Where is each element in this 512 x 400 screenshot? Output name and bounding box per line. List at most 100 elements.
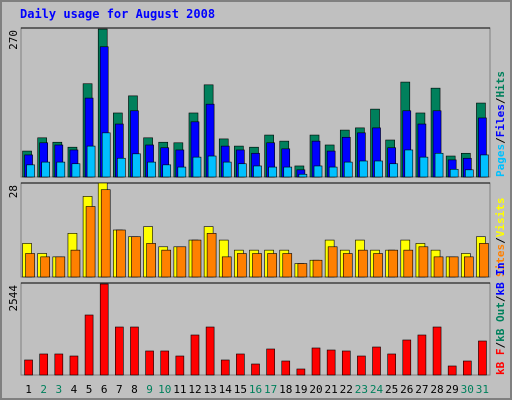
bar [313,165,323,178]
bar [252,253,262,278]
x-tick-label: 13 [203,383,216,396]
bar [357,355,366,376]
legend: Sites/Visits [494,198,507,278]
y-tick-label: 28 [7,185,20,198]
bar [71,163,81,178]
bar [388,249,398,278]
bar [311,347,321,376]
bar [281,360,291,376]
x-tick-label: 24 [370,383,384,396]
x-tick-label: 9 [146,383,153,396]
bar [342,253,353,278]
bar [419,156,429,178]
bar [147,161,156,178]
bar [39,353,48,376]
x-tick-label: 28 [430,383,443,396]
bar [447,365,457,376]
bar [463,360,472,376]
bar [268,166,277,178]
bar [205,326,215,376]
bar [190,334,200,376]
bar [85,206,96,278]
chart-title: Daily usage for August 2008 [20,7,215,21]
legend-entry: Pages [494,144,507,177]
bar [298,173,308,178]
bar [432,326,442,376]
legend-separator: / [494,237,507,244]
bar [99,283,109,376]
bar [478,340,487,376]
bar [296,368,306,376]
x-tick-label: 2 [40,383,47,396]
x-tick-label: 15 [234,383,247,396]
bar [297,263,308,278]
y-tick-label: 2544 [7,285,20,312]
bar [26,164,35,178]
x-tick-label: 10 [158,383,171,396]
bar [69,355,79,376]
bar [327,246,338,278]
bar [220,359,230,376]
bar [54,353,64,376]
bar [282,253,293,278]
bar [402,339,412,376]
bar [162,164,172,178]
bar [359,160,368,178]
x-tick-label: 22 [340,383,353,396]
bar [417,334,427,376]
x-tick-label: 4 [71,383,78,396]
bar [480,154,489,178]
x-tick-label: 30 [461,383,474,396]
bar [191,239,202,278]
x-tick-label: 21 [325,383,338,396]
legend-entry: Sites [494,244,507,277]
bar [374,160,383,178]
bar [433,256,444,278]
bar [25,253,35,278]
bar [328,166,338,178]
bar [55,256,66,278]
x-tick-label: 31 [476,383,489,396]
bar [161,249,172,278]
bar [267,253,277,278]
bar [115,326,124,376]
x-tick-label: 7 [116,383,123,396]
legend-separator: / [494,97,507,104]
bar [116,229,126,278]
legend: kB F/kB Out/kB In [494,262,507,375]
bar [56,161,66,178]
bar [160,350,170,376]
bar [238,163,247,178]
bar [253,165,262,178]
bar [146,243,156,278]
bar [41,161,50,178]
plot-area [20,282,491,376]
bar [70,249,81,278]
x-tick-label: 5 [86,383,93,396]
x-tick-label: 16 [249,383,262,396]
bar [341,350,351,376]
bar [86,145,96,178]
bar [312,259,323,278]
bar [434,152,444,178]
bar [372,346,381,376]
legend-entry: Visits [494,198,507,238]
x-tick-label: 11 [173,383,186,396]
x-tick-label: 12 [188,383,201,396]
legend-entry: kB Out [494,302,507,342]
bar [24,359,33,376]
bar [389,163,398,178]
bar [465,169,474,178]
x-tick-label: 8 [131,383,138,396]
bar [40,256,50,278]
x-tick-label: 3 [56,383,63,396]
bar [326,349,336,376]
legend-separator: / [494,295,507,302]
bar [236,353,245,376]
bar [177,166,187,178]
bar [100,189,111,278]
bar [84,314,94,376]
bar [117,157,126,178]
x-tick-label: 18 [279,383,292,396]
legend-entry: kB In [494,262,507,295]
